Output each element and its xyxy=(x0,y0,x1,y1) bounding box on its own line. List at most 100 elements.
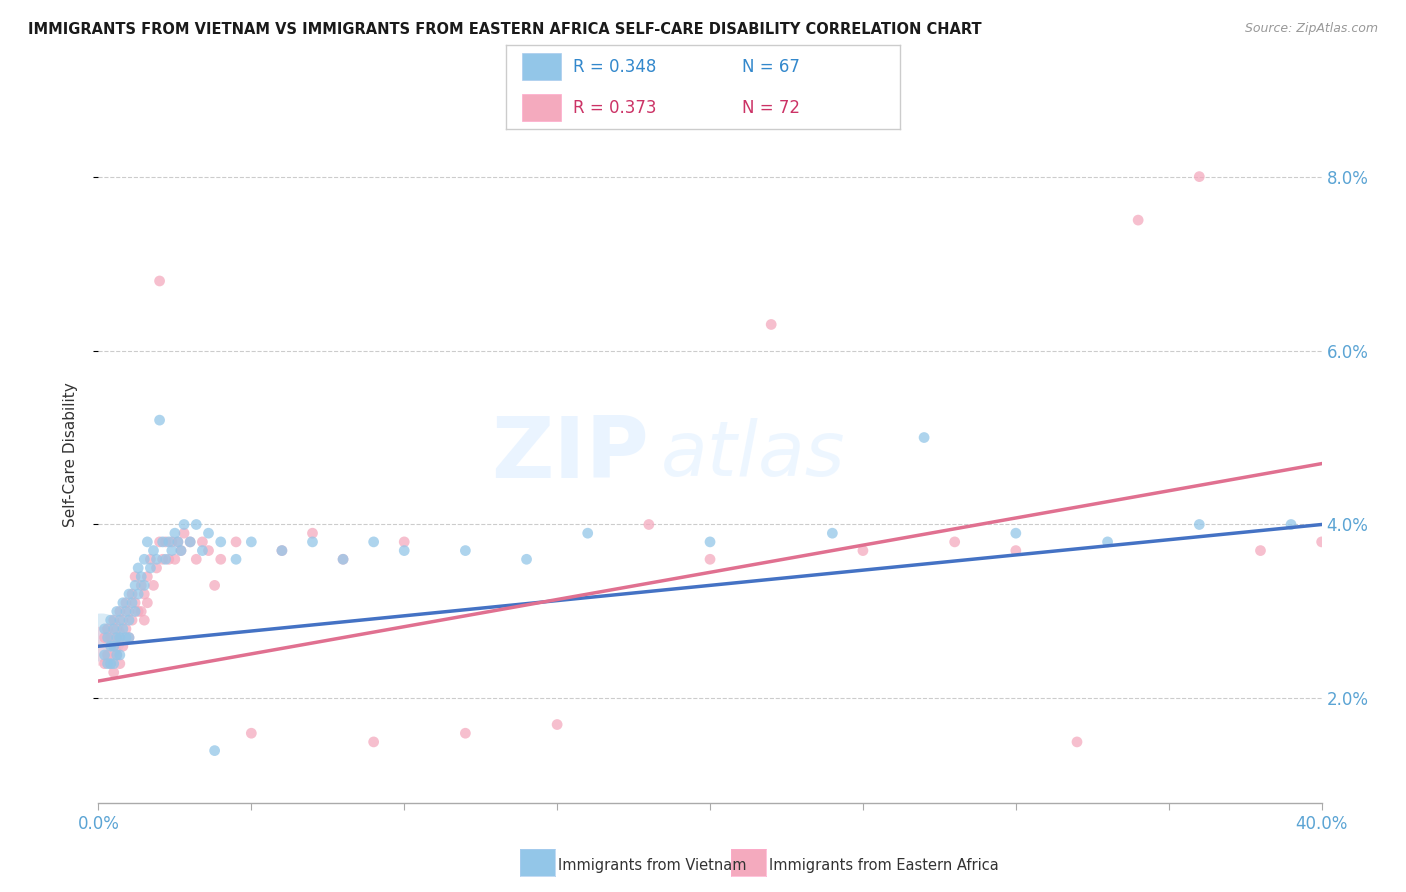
Point xyxy=(363,735,385,749)
Point xyxy=(111,613,134,627)
Point xyxy=(105,631,128,645)
Point xyxy=(160,534,183,549)
Point xyxy=(121,587,143,601)
Point xyxy=(852,543,875,558)
Point xyxy=(93,648,115,662)
Point xyxy=(152,534,174,549)
Point xyxy=(134,578,156,592)
Point xyxy=(115,622,138,636)
Bar xyxy=(522,54,561,80)
Point xyxy=(118,631,141,645)
Point xyxy=(103,665,125,680)
Point xyxy=(759,318,782,332)
Point xyxy=(332,552,354,566)
Point xyxy=(103,639,125,653)
Point xyxy=(93,657,115,671)
Point xyxy=(160,543,183,558)
Point xyxy=(1279,517,1302,532)
Text: R = 0.348: R = 0.348 xyxy=(574,59,657,77)
Point xyxy=(516,552,538,566)
Point xyxy=(121,613,143,627)
Point xyxy=(108,657,131,671)
Point xyxy=(124,578,146,592)
Point xyxy=(100,657,122,671)
Point xyxy=(115,596,138,610)
Point xyxy=(108,648,131,662)
Point xyxy=(173,517,195,532)
Point xyxy=(129,578,152,592)
Point xyxy=(699,552,721,566)
Point xyxy=(191,534,214,549)
Point xyxy=(1004,526,1026,541)
Point xyxy=(111,639,134,653)
Point xyxy=(149,534,172,549)
Point xyxy=(157,534,180,549)
Point xyxy=(167,534,190,549)
Point xyxy=(157,552,180,566)
Point xyxy=(129,605,152,619)
Point xyxy=(204,744,226,758)
Point xyxy=(1188,169,1211,184)
Point xyxy=(145,552,167,566)
Text: R = 0.373: R = 0.373 xyxy=(574,99,657,117)
Point xyxy=(1249,543,1271,558)
Point xyxy=(170,543,193,558)
Point xyxy=(152,552,174,566)
Point xyxy=(108,605,131,619)
Text: Immigrants from Vietnam: Immigrants from Vietnam xyxy=(558,858,747,872)
Point xyxy=(191,543,214,558)
Point xyxy=(149,274,172,288)
Point xyxy=(225,534,247,549)
Point xyxy=(121,596,143,610)
Text: Immigrants from Eastern Africa: Immigrants from Eastern Africa xyxy=(769,858,998,872)
Point xyxy=(111,622,134,636)
Point xyxy=(240,726,263,740)
Point xyxy=(240,534,263,549)
Point xyxy=(100,613,122,627)
Point xyxy=(1310,534,1333,549)
Point xyxy=(546,717,568,731)
Point xyxy=(392,534,416,549)
Point xyxy=(1097,534,1119,549)
Point xyxy=(197,543,219,558)
Point xyxy=(127,561,149,575)
Point xyxy=(124,569,146,583)
Point xyxy=(108,613,131,627)
Point xyxy=(136,534,159,549)
Point xyxy=(97,622,120,636)
Point xyxy=(209,552,232,566)
Point xyxy=(155,534,177,549)
Point xyxy=(103,639,125,653)
Point xyxy=(454,726,477,740)
Point xyxy=(145,561,167,575)
Point xyxy=(332,552,354,566)
Point xyxy=(100,639,122,653)
Point xyxy=(392,543,416,558)
Point xyxy=(90,639,112,653)
Point xyxy=(105,648,128,662)
Point xyxy=(108,631,131,645)
Point xyxy=(127,605,149,619)
Point xyxy=(209,534,232,549)
Point xyxy=(115,605,138,619)
Point xyxy=(1066,735,1088,749)
Point xyxy=(124,605,146,619)
Point xyxy=(93,622,115,636)
Point xyxy=(821,526,844,541)
Point xyxy=(105,622,128,636)
Point xyxy=(454,543,477,558)
Point xyxy=(1128,213,1150,227)
Point xyxy=(103,622,125,636)
Point xyxy=(270,543,292,558)
Point xyxy=(134,587,156,601)
Point xyxy=(118,587,141,601)
Point xyxy=(136,596,159,610)
Point xyxy=(111,596,134,610)
Point xyxy=(97,657,120,671)
Point xyxy=(97,631,120,645)
Point xyxy=(301,526,323,541)
Point xyxy=(136,569,159,583)
Point xyxy=(118,631,141,645)
Point xyxy=(134,552,156,566)
Point xyxy=(197,526,219,541)
